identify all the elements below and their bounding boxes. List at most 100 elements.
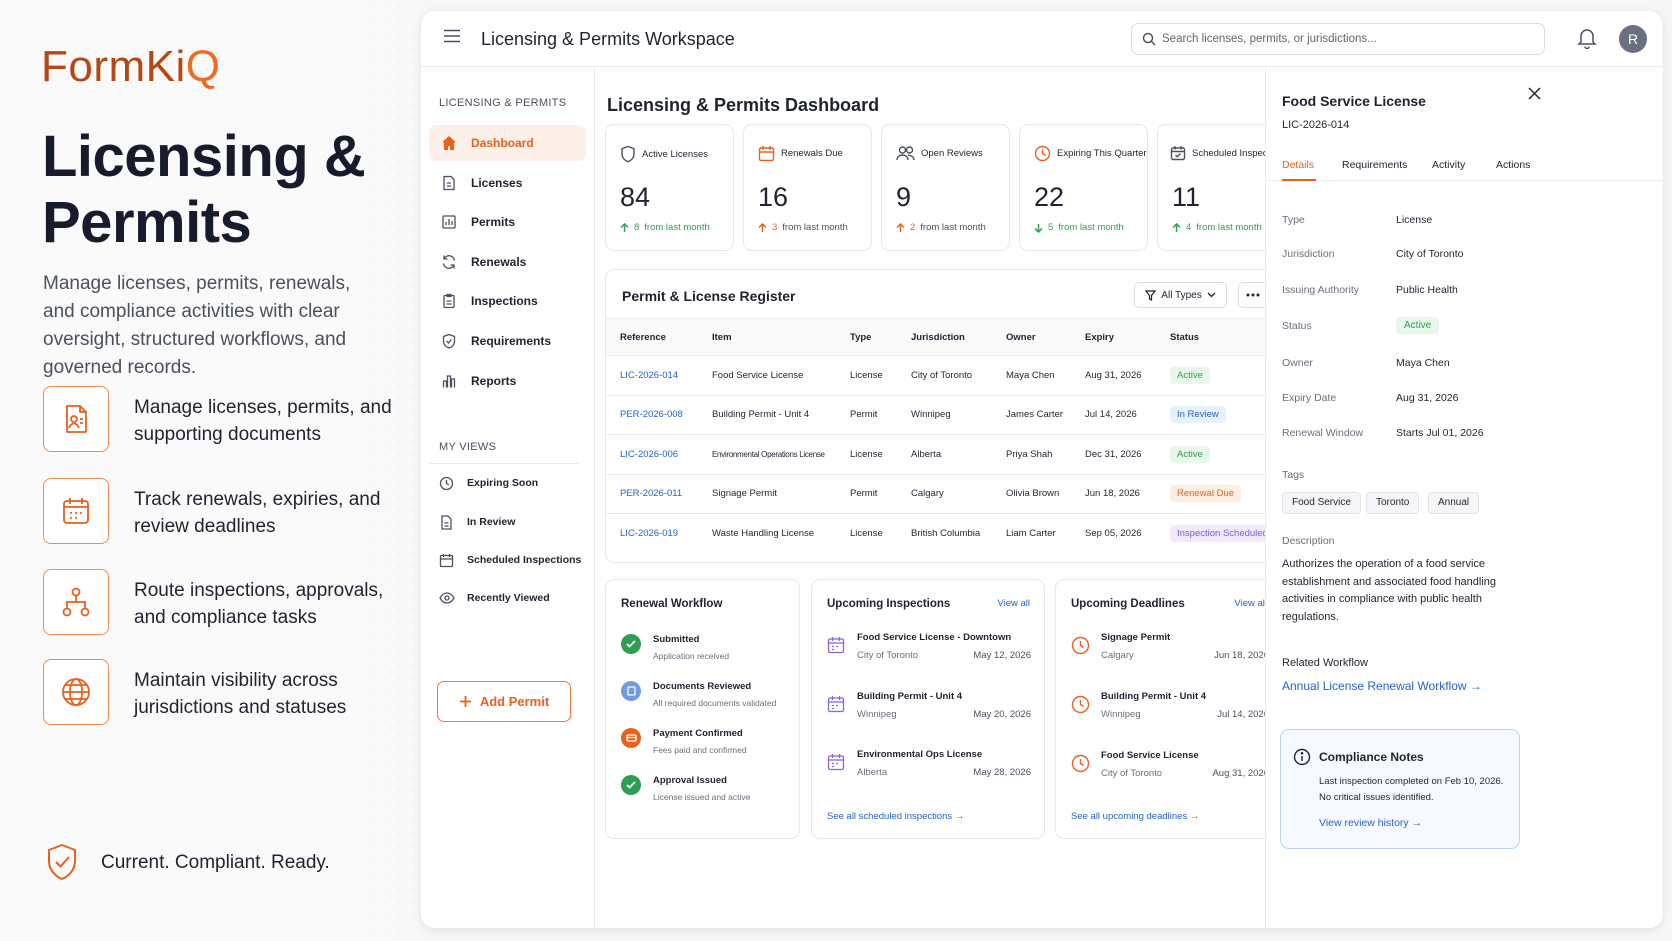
kpi-delta-value: 5: [1048, 222, 1054, 233]
kpi-scheduled-inspections[interactable]: Scheduled Inspections 11 4 from last mon…: [1157, 124, 1288, 251]
tab-details[interactable]: Details: [1282, 159, 1315, 171]
owner-cell: Liam Carter: [1006, 528, 1056, 539]
column-header[interactable]: Reference: [606, 318, 698, 356]
filter-label: All Types: [1161, 289, 1202, 301]
kpi-renewals-due[interactable]: Renewals Due 16 3 from last month: [743, 124, 872, 251]
reference-link[interactable]: LIC-2026-014: [606, 355, 698, 396]
kpi-value: 16: [758, 182, 789, 212]
clock-icon: [1071, 695, 1090, 714]
column-header[interactable]: Status: [1156, 318, 1281, 356]
tag-chip[interactable]: Food Service: [1282, 492, 1361, 514]
app-title: Licensing & Permits Workspace: [481, 29, 735, 49]
calendar-icon: [827, 636, 845, 654]
review-history-link[interactable]: View review history →: [1319, 817, 1423, 829]
kpi-expiring-quarter[interactable]: Expiring This Quarter 22 5 from last mon…: [1019, 124, 1148, 251]
view-label: In Review: [467, 516, 516, 528]
tab-activity[interactable]: Activity: [1432, 159, 1466, 171]
tag-chip[interactable]: Toronto: [1366, 492, 1420, 514]
upcoming-inspections-card: Upcoming Inspections View all Food Servi…: [811, 579, 1045, 839]
avatar[interactable]: R: [1619, 25, 1647, 53]
kpi-title-text: Scheduled Inspections: [1192, 147, 1288, 159]
marketing-background: [0, 0, 420, 941]
view-in-review[interactable]: In Review: [429, 507, 586, 537]
field-label: Issuing Authority: [1282, 284, 1360, 296]
jurisdiction-cell: Alberta: [897, 434, 992, 475]
tab-requirements[interactable]: Requirements: [1342, 159, 1408, 171]
close-icon[interactable]: [1528, 87, 1541, 100]
table-row[interactable]: PER-2026-011 Signage Permit Permit Calga…: [606, 474, 1281, 514]
field-value: Aug 31, 2026: [1396, 392, 1459, 404]
sidebar-item-licenses[interactable]: Licenses: [429, 165, 586, 201]
inspection-title: Environmental Ops License: [857, 749, 983, 760]
column-header[interactable]: Jurisdiction: [897, 318, 992, 356]
clock-icon: [1071, 636, 1090, 655]
table-row[interactable]: PER-2026-008 Building Permit - Unit 4 Pe…: [606, 395, 1281, 435]
sidebar-item-inspections[interactable]: Inspections: [429, 283, 586, 319]
filter-icon: [1145, 289, 1157, 301]
kpi-active-licenses[interactable]: Active Licenses 84 8 from last month: [605, 124, 734, 251]
column-header[interactable]: Item: [698, 318, 836, 356]
tab-actions[interactable]: Actions: [1496, 159, 1531, 171]
feature-text: Track renewals, expiries, and review dea…: [134, 489, 381, 537]
see-all-inspections-link[interactable]: See all scheduled inspections →: [827, 811, 965, 822]
view-scheduled-inspections[interactable]: Scheduled Inspections: [429, 545, 586, 575]
sidebar-item-dashboard[interactable]: Dashboard: [429, 125, 586, 161]
column-header[interactable]: Type: [836, 318, 897, 356]
sidebar-item-label: Renewals: [471, 255, 527, 269]
inspection-title: Food Service License - Downtown: [857, 632, 1012, 643]
table-row[interactable]: LIC-2026-014 Food Service License Licens…: [606, 355, 1281, 396]
sidebar-item-label: Dashboard: [471, 136, 534, 150]
view-expiring-soon[interactable]: Expiring Soon: [429, 468, 586, 498]
kpi-delta-text: from last month: [782, 222, 848, 233]
license-icon: [441, 175, 471, 191]
item-cell: Building Permit - Unit 4: [698, 395, 836, 435]
column-header[interactable]: Owner: [992, 318, 1071, 356]
type-filter-dropdown[interactable]: All Types: [1134, 282, 1227, 308]
reference-link[interactable]: PER-2026-008: [606, 395, 698, 435]
view-recently-viewed[interactable]: Recently Viewed: [429, 583, 586, 613]
view-all-link[interactable]: View all: [1234, 598, 1267, 609]
related-workflow-link[interactable]: Annual License Renewal Workflow →: [1282, 679, 1482, 693]
inspection-item[interactable]: Environmental Ops License Alberta May 28…: [827, 749, 1031, 789]
reference-link[interactable]: PER-2026-011: [606, 474, 698, 514]
see-all-deadlines-link[interactable]: See all upcoming deadlines →: [1071, 811, 1200, 822]
inspection-title: Building Permit - Unit 4: [857, 691, 963, 702]
jurisdiction-cell: British Columbia: [911, 528, 981, 539]
deadline-item[interactable]: Food Service License City of Toronto Aug…: [1071, 750, 1269, 790]
description-text: Authorizes the operation of a food servi…: [1282, 558, 1497, 623]
logo-text: FormKi: [41, 42, 186, 91]
kpi-open-reviews[interactable]: Open Reviews 9 2 from last month: [881, 124, 1010, 251]
sidebar-item-label: Inspections: [471, 294, 538, 308]
status-badge: Inspection Scheduled: [1170, 525, 1275, 542]
calendar-icon: [827, 753, 845, 771]
sidebar-item-requirements[interactable]: Requirements: [429, 323, 586, 359]
renewal-workflow-card: Renewal Workflow Submitted Application r…: [605, 579, 800, 839]
table-row[interactable]: LIC-2026-006 Environmental Operations Li…: [606, 434, 1281, 475]
reference-link[interactable]: LIC-2026-019: [620, 528, 679, 539]
owner-cell: James Carter: [992, 395, 1071, 435]
step-title: Payment Confirmed: [653, 728, 743, 739]
deadline-item[interactable]: Signage Permit Calgary Jun 18, 2026: [1071, 632, 1269, 672]
inspection-item[interactable]: Food Service License - Downtown City of …: [827, 632, 1031, 672]
sidebar-item-reports[interactable]: Reports: [429, 363, 586, 399]
search-input[interactable]: [1162, 24, 1532, 54]
deadline-item[interactable]: Building Permit - Unit 4 Winnipeg Jul 14…: [1071, 691, 1269, 731]
type-cell: License: [836, 434, 897, 475]
deadline-location: City of Toronto: [1101, 768, 1163, 779]
table-row[interactable]: LIC-2026-019 Waste Handling License Lice…: [606, 514, 1281, 554]
menu-icon[interactable]: [443, 29, 461, 43]
reference-link[interactable]: LIC-2026-006: [606, 434, 698, 475]
more-options-button[interactable]: [1238, 282, 1268, 308]
clock-icon: [1071, 754, 1090, 773]
sidebar-item-permits[interactable]: Permits: [429, 204, 586, 240]
sidebar-item-renewals[interactable]: Renewals: [429, 244, 586, 280]
add-permit-button[interactable]: Add Permit: [437, 681, 571, 722]
view-all-link[interactable]: View all: [997, 598, 1030, 609]
kpi-delta: 3 from last month: [758, 222, 848, 233]
field-value: Public Health: [1396, 284, 1458, 296]
inspection-item[interactable]: Building Permit - Unit 4 Winnipeg May 20…: [827, 691, 1031, 731]
column-header[interactable]: Expiry: [1071, 318, 1156, 356]
bell-icon[interactable]: [1577, 27, 1597, 49]
sidebar: LICENSING & PERMITS Dashboard Licenses P…: [421, 67, 595, 928]
tag-chip[interactable]: Annual: [1428, 492, 1480, 514]
